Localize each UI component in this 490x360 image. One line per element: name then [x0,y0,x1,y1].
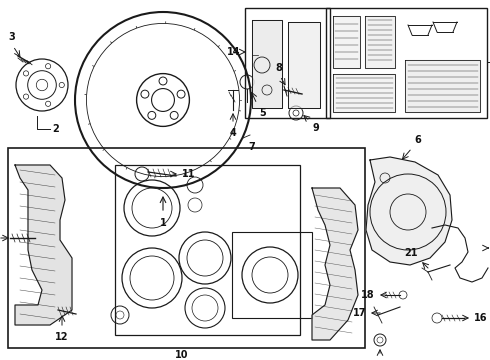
Polygon shape [333,74,395,112]
Text: 18: 18 [362,290,375,300]
Text: 4: 4 [230,128,236,138]
Polygon shape [365,16,395,68]
Text: 11: 11 [182,169,196,179]
Text: 9: 9 [312,123,319,133]
Text: 8: 8 [275,63,282,73]
Text: 7: 7 [248,142,255,152]
Text: 2: 2 [52,124,59,134]
Text: 10: 10 [175,350,189,360]
Polygon shape [366,157,452,265]
Polygon shape [312,188,358,340]
Polygon shape [405,60,480,112]
Polygon shape [288,22,320,108]
Text: 16: 16 [474,313,488,323]
Text: 1: 1 [160,218,167,228]
Polygon shape [333,16,360,68]
Polygon shape [15,165,72,325]
Text: 5: 5 [259,108,266,118]
Text: 14: 14 [226,47,240,57]
Text: 3: 3 [9,32,15,42]
Text: 17: 17 [352,308,366,318]
Polygon shape [252,20,282,108]
Text: 6: 6 [414,135,421,145]
Text: 21: 21 [405,248,418,258]
Text: 12: 12 [55,332,69,342]
